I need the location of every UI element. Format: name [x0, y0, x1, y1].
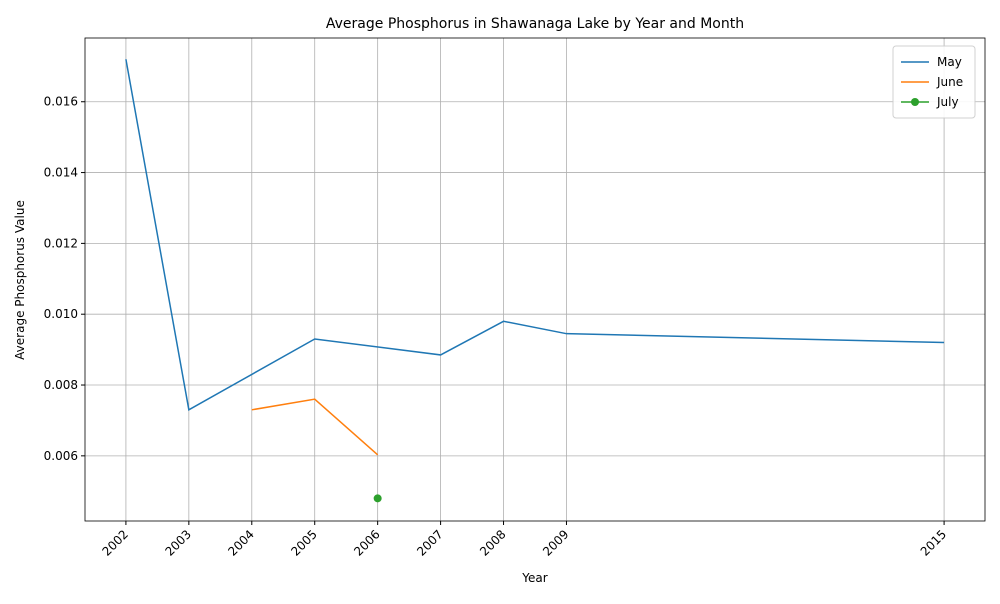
x-axis-label: Year [521, 571, 547, 585]
data-point [373, 494, 382, 503]
y-axis-label: Average Phosphorus Value [13, 200, 27, 360]
y-tick-label: 0.012 [44, 236, 78, 250]
x-tick-label: 2007 [414, 527, 445, 558]
x-tick-label: 2009 [540, 527, 571, 558]
plot-frame [84, 37, 986, 522]
y-tick-label: 0.006 [44, 449, 78, 463]
x-tick-label: 2002 [100, 527, 131, 558]
y-tick-label: 0.016 [44, 95, 78, 109]
chart-title: Average Phosphorus in Shawanaga Lake by … [326, 16, 744, 32]
x-tick-label: 2004 [225, 527, 256, 558]
y-tick-label: 0.010 [44, 307, 78, 321]
y-tick-label: 0.014 [44, 166, 78, 180]
x-tick-label: 2006 [351, 527, 382, 558]
legend-label: July [936, 95, 959, 109]
legend-label: May [937, 55, 962, 69]
x-tick-label: 2008 [477, 527, 508, 558]
x-tick-label: 2015 [918, 527, 949, 558]
legend-label: June [936, 75, 963, 89]
y-tick-label: 0.008 [44, 378, 78, 392]
x-tick-label: 2003 [162, 527, 193, 558]
legend-marker [911, 98, 919, 106]
series-line [125, 59, 945, 411]
x-tick-label: 2005 [288, 527, 319, 558]
series-line [251, 398, 379, 456]
